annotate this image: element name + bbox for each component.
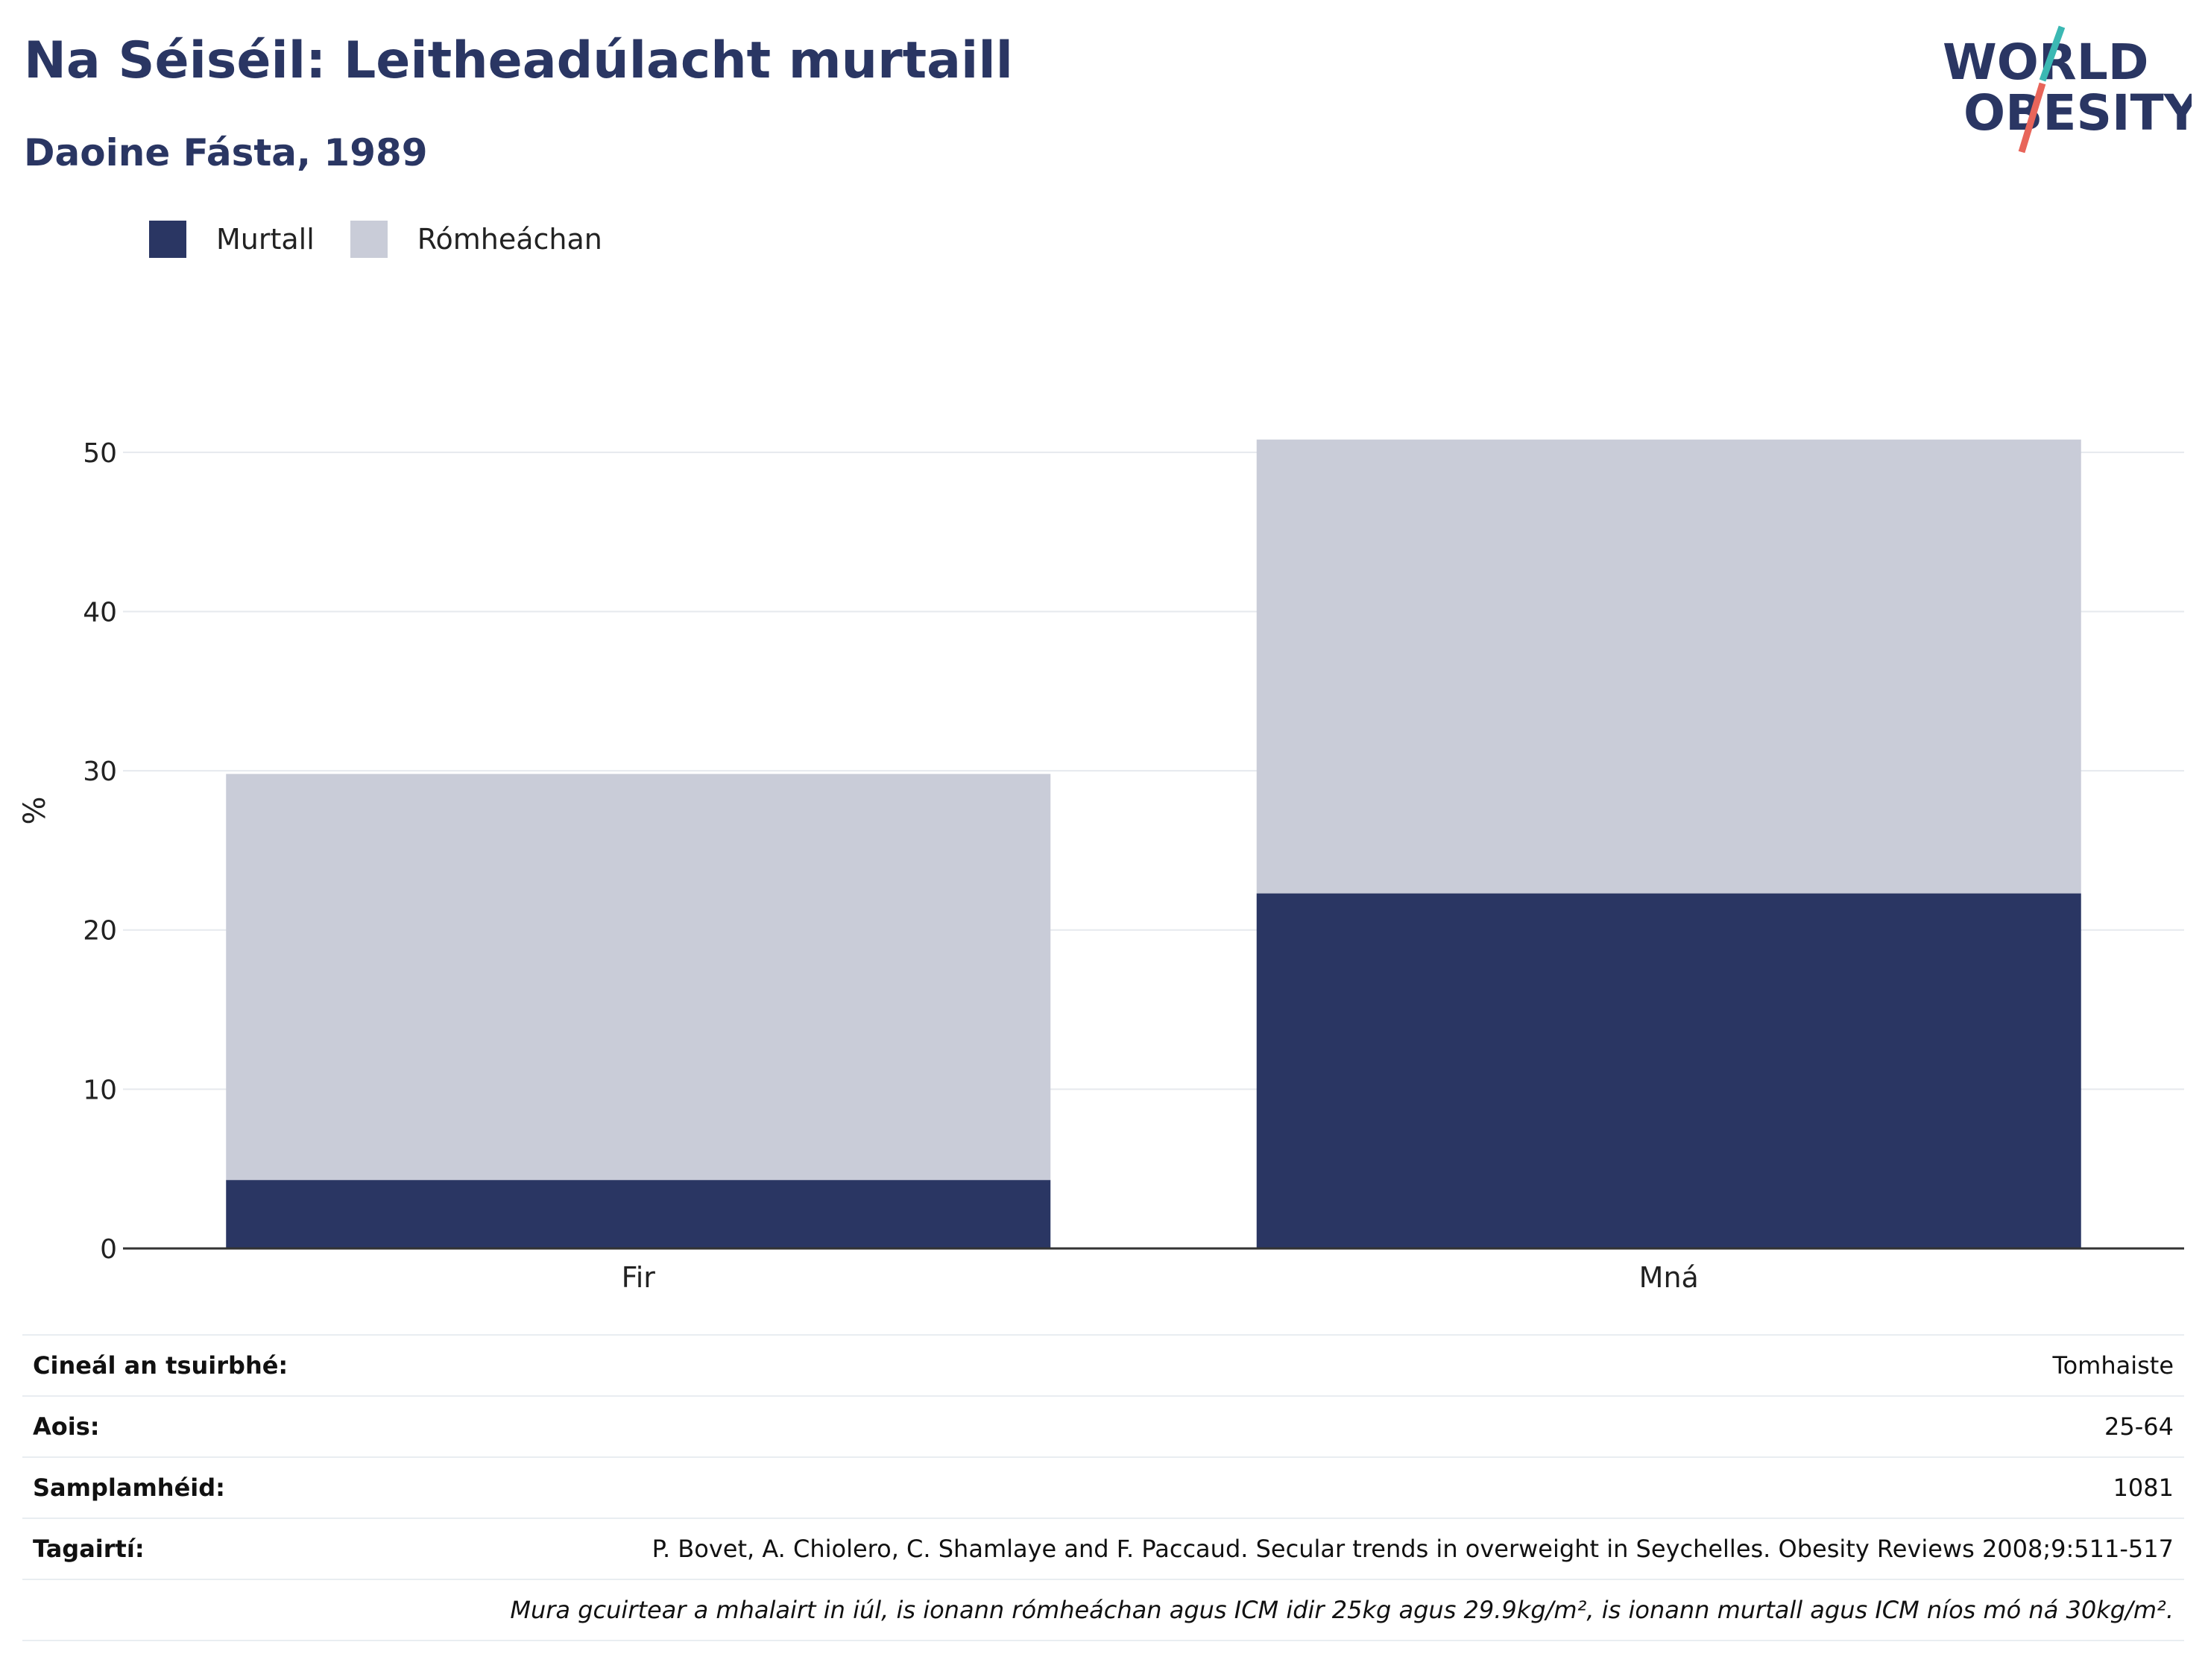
y-tick-label: 50: [83, 438, 117, 469]
info-row: Aois: 25-64: [22, 1395, 2184, 1457]
world-obesity-logo: WORLD OBESITY: [1943, 25, 2192, 154]
y-tick-label: 40: [83, 597, 117, 628]
logo-slash-red: [2018, 82, 2046, 154]
info-value: P. Bovet, A. Chiolero, C. Shamlaye and F…: [350, 1518, 2184, 1579]
info-key: Samplamhéid:: [22, 1456, 351, 1518]
y-axis-label: %: [18, 796, 52, 824]
y-tick-label: 0: [100, 1234, 117, 1265]
y-tick-label: 30: [83, 757, 117, 787]
x-tick-label: Mná: [1639, 1261, 1699, 1294]
info-note-row: Mura gcuirtear a mhalairt in iúl, is ion…: [22, 1579, 2184, 1641]
info-note: Mura gcuirtear a mhalairt in iúl, is ion…: [22, 1579, 2184, 1641]
x-tick-label: Fir: [622, 1261, 656, 1294]
legend-label-romheachan: Rómheáchan: [417, 223, 602, 256]
bar-murtall: [1256, 893, 2081, 1248]
bar-murtall: [226, 1180, 1051, 1248]
info-table: Cineál an tsuirbhé: Tomhaiste Aois: 25-6…: [22, 1334, 2184, 1641]
y-tick-label: 20: [83, 916, 117, 947]
chart-subtitle: Daoine Fásta, 1989: [24, 131, 428, 174]
info-row: Tagairtí: P. Bovet, A. Chiolero, C. Sham…: [22, 1518, 2184, 1579]
legend: Murtall Rómheáchan: [149, 221, 638, 258]
info-row: Samplamhéid: 1081: [22, 1456, 2184, 1518]
legend-label-murtall: Murtall: [216, 223, 315, 256]
chart-title: Na Séiséil: Leitheadúlacht murtaill: [24, 31, 1013, 90]
y-tick-label: 10: [83, 1075, 117, 1105]
logo-line2: OBESITY: [1963, 84, 2192, 142]
info-value: 25-64: [350, 1395, 2184, 1457]
bar-rómheáchan: [1256, 439, 2081, 894]
bar-rómheáchan: [226, 774, 1051, 1181]
legend-swatch-murtall: [149, 221, 186, 258]
info-value: 1081: [350, 1456, 2184, 1518]
logo-slash-teal: [2039, 25, 2066, 82]
info-value: Tomhaiste: [350, 1334, 2184, 1396]
legend-swatch-romheachan: [350, 221, 388, 258]
info-key: Cineál an tsuirbhé:: [22, 1334, 351, 1396]
info-key: Tagairtí:: [22, 1518, 351, 1579]
info-key: Aois:: [22, 1395, 351, 1457]
stacked-bar-chart: 0 10 20 30 40 50% Fir Mná: [18, 438, 2184, 1294]
info-row: Cineál an tsuirbhé: Tomhaiste: [22, 1334, 2184, 1396]
